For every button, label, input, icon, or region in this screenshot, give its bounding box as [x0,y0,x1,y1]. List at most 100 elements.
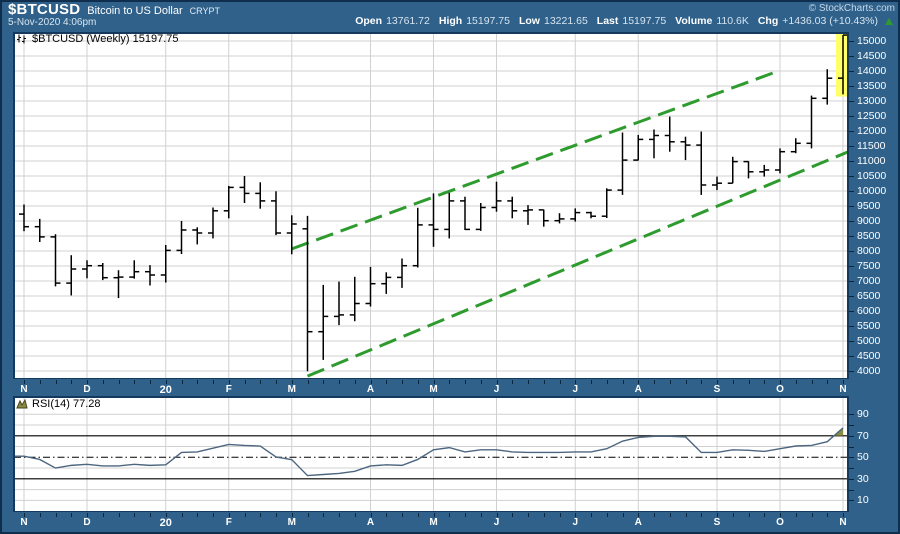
ohlc-bar [649,129,659,159]
x-axis-month-label: S [713,384,721,395]
ohlc-bar [50,234,61,287]
ohlc-bar [743,160,754,179]
x-axis-tick [197,513,198,517]
x-axis-tick [292,513,293,517]
price-axis-tick [849,236,854,237]
x-axis-tick [182,513,183,517]
x-axis-tick [497,380,498,384]
x-axis-tick [103,380,104,384]
x-axis-tick [434,513,435,517]
ohlc-bar [601,188,612,218]
x-axis-tick [150,380,151,384]
ohlc-bar [82,260,92,279]
x-axis-tick [528,513,529,517]
x-axis-tick [386,380,387,384]
rsi-line [14,427,844,477]
x-axis-tick [260,513,261,517]
x-axis-tick [103,513,104,517]
x-axis-tick [260,380,261,384]
x-axis-tick [449,513,450,517]
rsi-axis-tick [849,500,854,501]
rsi-panel [13,396,849,512]
x-axis-month-label: 20 [159,517,172,529]
x-axis-tick [24,380,25,384]
x-axis-tick [575,380,576,384]
x-axis-tick [843,380,844,384]
x-axis-month-label: O [776,384,784,395]
price-panel-frame [13,32,849,379]
x-axis-tick [780,380,781,384]
x-axis-month-label: N [839,384,847,395]
x-axis-month-label: J [493,517,500,528]
x-axis-month-label: M [429,384,438,395]
x-axis-tick [355,380,356,384]
ohlc-bar [176,221,187,254]
rsi-axis-tick [849,447,854,448]
price-axis-tick [849,341,854,342]
price-axis-label: 12500 [857,110,887,122]
x-axis-tick [134,380,135,384]
x-axis-tick [40,513,41,517]
x-axis-tick [796,513,797,517]
x-axis-month-label: M [287,384,296,395]
x-axis-tick [764,513,765,517]
x-axis-tick [560,380,561,384]
x-axis-month-label: M [287,517,296,528]
x-axis-tick [812,513,813,517]
x-axis-tick [213,380,214,384]
x-axis-month-label: A [366,517,375,528]
ohlc-bar [727,156,738,184]
x-axis-rsi: N D 20 F M A M J J A S O N [0,512,900,532]
ohlc-bar [790,138,801,154]
ohlc-bar [759,164,770,177]
ohlc-bar [554,213,565,224]
rsi-indicator-icon [16,398,28,410]
price-axis-label: 6000 [857,305,881,317]
ohlc-bar [617,132,628,195]
x-axis-tick [339,380,340,384]
ohlc-bar [349,276,360,322]
x-axis-tick [182,380,183,384]
x-axis-tick [733,380,734,384]
x-axis-tick [323,513,324,517]
x-axis-tick [796,380,797,384]
x-axis-month-label: D [83,517,91,528]
price-axis-tick [849,281,854,282]
price-axis-label: 13000 [857,95,887,107]
price-axis-tick [849,326,854,327]
price-axis-label: 4000 [857,365,881,377]
price-axis-label: 7000 [857,275,881,287]
x-axis-tick [465,513,466,517]
ohlc-bar [97,263,108,281]
price-axis-tick [849,221,854,222]
price-axis-label: 7500 [857,260,881,272]
x-axis-tick [197,380,198,384]
x-axis-tick [323,380,324,384]
x-axis-tick [87,380,88,384]
ohlc-bar [680,136,691,161]
x-axis-month-label: M [429,517,438,528]
last-label: Last [596,15,619,27]
price-axis-tick [849,131,854,132]
x-axis-tick [119,380,120,384]
x-axis-tick [497,513,498,517]
x-axis-tick [276,380,277,384]
x-axis-tick [560,513,561,517]
ohlc-bar [208,207,218,239]
price-axis-label: 9500 [857,200,881,212]
ohlc-bar [318,284,329,360]
price-chart-icon [16,33,28,45]
x-axis-tick [245,513,246,517]
last-value: 15197.75 [622,15,667,27]
x-axis-tick [465,380,466,384]
x-axis-month-label: N [839,517,847,528]
ohlc-bar [491,181,502,212]
price-axis-label: 4500 [857,350,881,362]
ohlc-bar [334,281,344,326]
x-axis-tick [402,380,403,384]
x-axis-month-label: F [225,384,232,395]
open-label: Open [355,15,383,27]
change-label: Chg [757,15,779,27]
ohlc-bar [286,215,297,255]
x-axis-tick [449,380,450,384]
